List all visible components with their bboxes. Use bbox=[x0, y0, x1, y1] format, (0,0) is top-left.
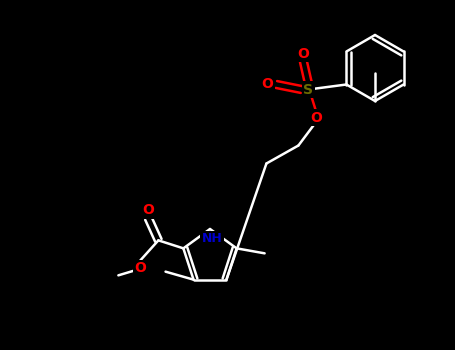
Text: O: O bbox=[298, 47, 309, 61]
Text: O: O bbox=[142, 203, 154, 217]
Text: O: O bbox=[310, 111, 322, 125]
Text: O: O bbox=[262, 77, 273, 91]
Text: S: S bbox=[303, 83, 313, 97]
Text: O: O bbox=[134, 261, 147, 275]
Text: NH: NH bbox=[202, 232, 222, 245]
